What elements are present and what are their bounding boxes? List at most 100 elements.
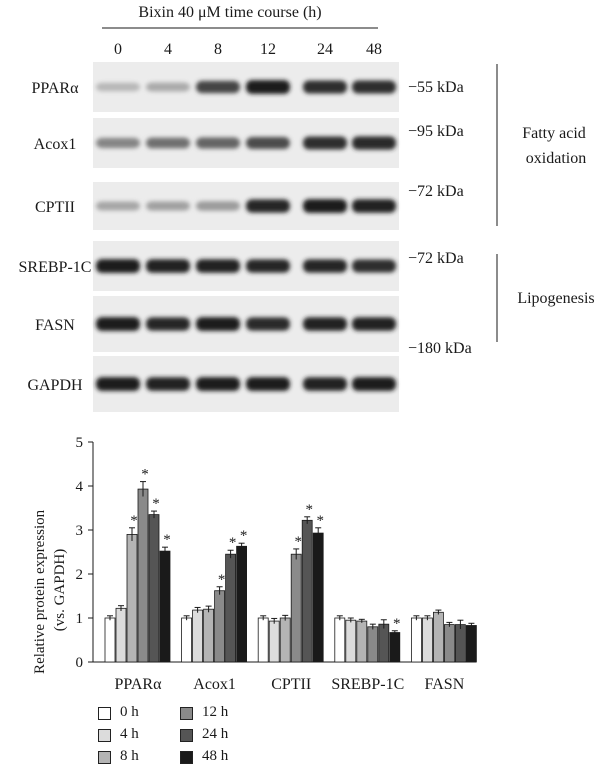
blot-band: [146, 377, 190, 391]
protein-label: SREBP-1C: [19, 259, 92, 276]
significance-marker: *: [130, 513, 138, 529]
bar: [290, 553, 302, 663]
blot-band: [196, 80, 240, 94]
legend-label: 48 h: [202, 748, 229, 764]
category-labels: PPARα Acox1 CPTII SREBP-1C FASN: [115, 676, 465, 693]
bar: [137, 488, 149, 663]
blot-band: [196, 317, 240, 331]
blot-band: [246, 377, 290, 391]
blot-band: [352, 377, 396, 391]
protein-label: FASN: [35, 317, 75, 334]
blot-band: [196, 137, 240, 149]
significance-marker: *: [316, 513, 324, 529]
blot-band: [352, 136, 396, 150]
bar: [104, 617, 116, 663]
significance-marker: *: [152, 496, 160, 512]
timepoint-label: 48: [366, 41, 382, 58]
bar: [203, 608, 215, 663]
significance-marker: *: [294, 534, 302, 550]
legend-swatch: [180, 751, 193, 764]
bar: [367, 626, 379, 663]
blot-band: [303, 259, 347, 273]
marker-label: −72 kDa: [408, 250, 464, 267]
bar: [356, 620, 368, 663]
timepoint-label: 24: [317, 41, 333, 58]
bar: [126, 534, 138, 663]
western-blot-panel: Bixin 40 μM time course (h) 0 4 8 12 24 48 PP…: [19, 4, 595, 412]
blot-band: [303, 317, 347, 331]
y-tick-label: 4: [76, 479, 84, 495]
bar: [159, 550, 171, 663]
y-tick-label: 2: [76, 567, 84, 583]
bar: [236, 545, 248, 663]
blot-header: Bixin 40 μM time course (h): [138, 4, 321, 21]
category-label: PPARα: [115, 676, 163, 693]
blot-band: [303, 377, 347, 391]
bar: [443, 624, 455, 663]
blot-band: [146, 259, 190, 273]
blot-band: [196, 201, 240, 211]
y-tick-label: 0: [76, 655, 84, 671]
legend-label: 24 h: [202, 726, 229, 742]
bar: [334, 617, 346, 663]
legend-label: 8 h: [120, 748, 139, 764]
y-tick-label: 1: [76, 611, 84, 627]
category-label: CPTII: [271, 676, 311, 693]
blot-band: [96, 137, 140, 149]
legend-label: 0 h: [120, 704, 139, 720]
blot-band: [303, 199, 347, 213]
bar: [421, 617, 433, 663]
significance-marker: *: [141, 467, 149, 483]
bar: [378, 623, 390, 663]
blot-band: [303, 136, 347, 150]
legend-swatch: [98, 751, 111, 764]
significance-marker: *: [229, 535, 237, 551]
bar: [148, 514, 160, 663]
blot-band: [352, 80, 396, 94]
blot-band: [96, 317, 140, 331]
blot-band: [246, 317, 290, 331]
timepoint-labels: 0 4 8 12 24 48: [114, 41, 382, 58]
molecular-weight-markers: −55 kDa −95 kDa −72 kDa −72 kDa −180 kDa: [408, 79, 472, 357]
significance-marker: *: [305, 502, 313, 518]
marker-label: −95 kDa: [408, 123, 464, 140]
blot-band: [146, 317, 190, 331]
blot-band: [146, 137, 190, 149]
legend-swatch: [98, 729, 111, 742]
bar: [465, 625, 477, 663]
y-tick-label: 5: [76, 435, 84, 451]
blot-band: [352, 317, 396, 331]
bar: [389, 632, 401, 663]
bar: [432, 611, 444, 663]
blot-band: [146, 82, 190, 92]
bar: [268, 620, 280, 663]
protein-label: GAPDH: [27, 377, 83, 394]
protein-label: PPARα: [32, 80, 80, 97]
blot-band: [303, 80, 347, 94]
marker-label: −55 kDa: [408, 79, 464, 96]
blot-band: [96, 201, 140, 211]
significance-marker: *: [393, 616, 401, 632]
bar: [454, 624, 466, 663]
protein-label: Acox1: [34, 136, 77, 153]
legend-swatch: [180, 707, 193, 720]
significance-marker: *: [218, 572, 226, 588]
blot-band: [352, 259, 396, 273]
blot-band: [196, 377, 240, 391]
blot-band: [96, 377, 140, 391]
bar: [312, 532, 324, 663]
legend-label: 4 h: [120, 726, 139, 742]
y-tick-label: 3: [76, 523, 84, 539]
marker-label: −72 kDa: [408, 183, 464, 200]
significance-marker: *: [240, 528, 248, 544]
marker-label: −180 kDa: [408, 340, 472, 357]
category-label: Acox1: [193, 676, 236, 693]
blot-band: [246, 199, 290, 213]
bar: [214, 590, 226, 663]
bar: [192, 609, 204, 663]
bar: [115, 607, 127, 663]
timepoint-label: 8: [214, 41, 222, 58]
y-axis-label: Relative protein expression (vs. GAPDH): [32, 506, 68, 674]
chart-bars: ****** * ****: [104, 467, 477, 663]
